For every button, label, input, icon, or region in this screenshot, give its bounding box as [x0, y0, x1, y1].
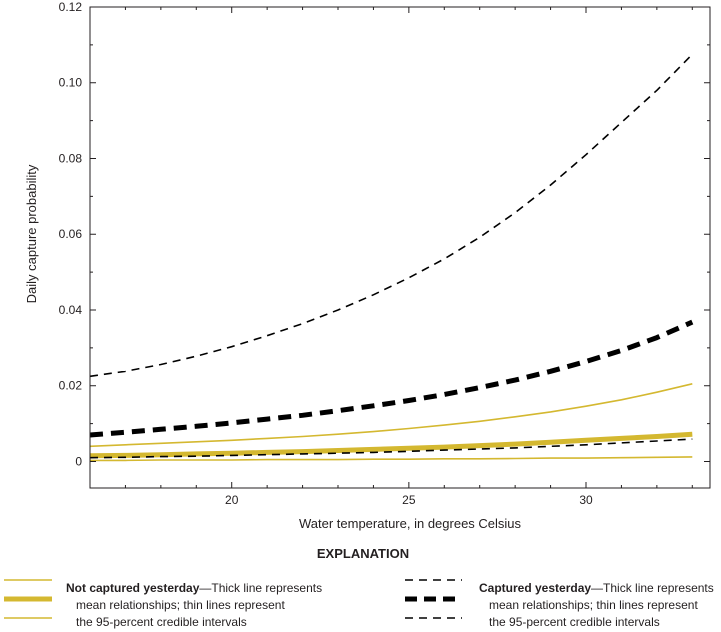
legend-captured-line1: Captured yesterday—Thick line represents — [479, 581, 714, 595]
y-tick-label: 0.08 — [59, 151, 83, 165]
x-tick-label: 25 — [402, 493, 416, 507]
legend-captured-line2: mean relationships; thin lines represent — [489, 598, 698, 612]
y-tick-label: 0.06 — [59, 227, 83, 241]
series-line-not-captured-yesterday-mean — [89, 431, 693, 459]
legend-captured-line3: the 95-percent credible intervals — [489, 615, 660, 629]
legend-not-captured-line3: the 95-percent credible intervals — [76, 615, 247, 629]
legend-captured-desc1: —Thick line represents — [591, 581, 714, 595]
y-tick-label: 0.02 — [59, 379, 83, 393]
y-axis-title: Daily capture probability — [24, 164, 39, 303]
series-line-captured-yesterday-lower-95-percent-credible-interval — [89, 438, 693, 459]
legend-not-captured-line2: mean relationships; thin lines represent — [76, 598, 285, 612]
legend-not-captured-line1: Not captured yesterday—Thick line repres… — [66, 581, 322, 595]
y-tick-label: 0.04 — [59, 303, 83, 317]
legend-heading: EXPLANATION — [317, 546, 409, 561]
series-line-captured-yesterday-mean — [89, 319, 694, 438]
y-tick-label: 0.10 — [59, 76, 83, 90]
plot-area — [89, 53, 694, 462]
legend-not-captured-title: Not captured yesterday — [66, 581, 200, 595]
x-axis-title: Water temperature, in degrees Celsius — [299, 516, 522, 531]
series-line-not-captured-yesterday-lower-95-percent-credible-interval — [90, 456, 693, 462]
legend-captured-title: Captured yesterday — [479, 581, 591, 595]
x-tick-label: 20 — [225, 493, 239, 507]
legend: EXPLANATION Not captured yesterday—Thick… — [4, 546, 714, 629]
plot-frame — [89, 6, 711, 489]
y-tick-label: 0.12 — [59, 0, 83, 14]
legend-not-captured-desc1: —Thick line represents — [199, 581, 322, 595]
x-tick-label: 30 — [579, 493, 593, 507]
series-line-not-captured-yesterday-upper-95-percent-credible-interval — [89, 383, 693, 448]
axes: 0 0.02 0.04 0.06 0.08 0.10 0.12 20 25 30 — [59, 0, 711, 507]
y-tick-label: 0 — [75, 454, 82, 468]
series-line-captured-yesterday-upper-95-percent-credible-interval — [89, 53, 693, 378]
